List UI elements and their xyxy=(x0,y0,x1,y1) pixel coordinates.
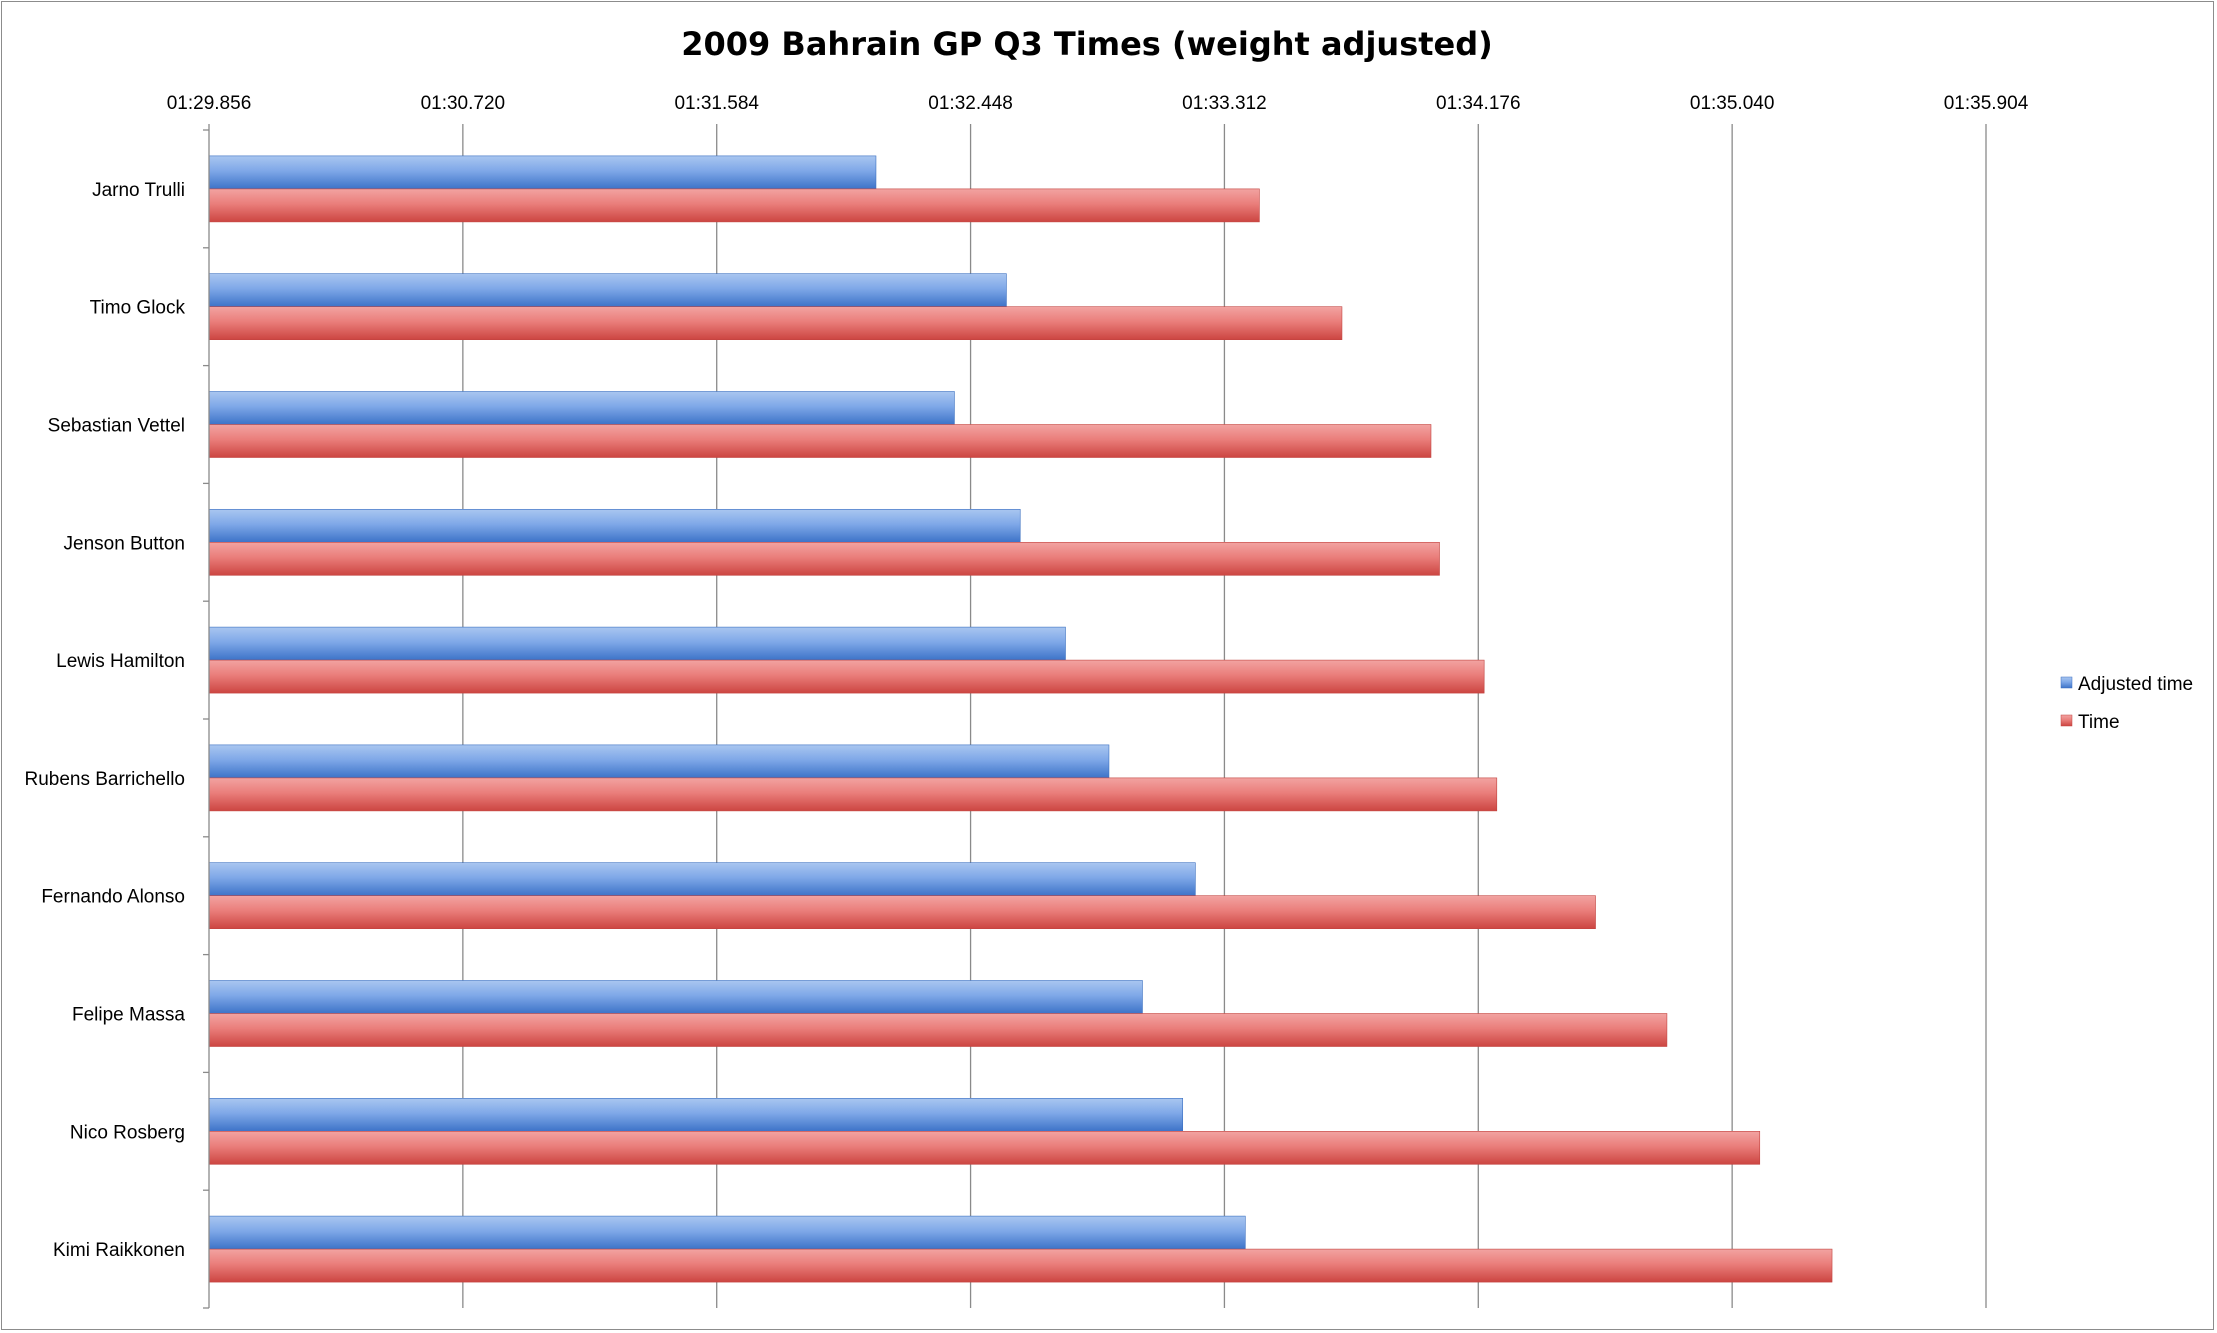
bar-adjusted-time xyxy=(208,862,1196,897)
bar-adjusted-time xyxy=(208,508,1021,543)
category-label: Jenson Button xyxy=(64,533,185,554)
x-tick-label: 01:31.584 xyxy=(674,93,759,114)
x-tick-label: 01:35.040 xyxy=(1690,93,1775,114)
category-label: Kimi Raikkonen xyxy=(53,1240,185,1261)
category-label: Rubens Barrichello xyxy=(24,769,185,790)
category-label: Sebastian Vettel xyxy=(48,416,185,437)
bar-time xyxy=(208,1013,1668,1047)
bar-adjusted-time xyxy=(208,391,955,425)
bar-time xyxy=(208,777,1498,812)
x-tick-label: 01:35.904 xyxy=(1944,93,2029,114)
bar-time xyxy=(208,188,1260,223)
category-label: Timo Glock xyxy=(90,298,186,319)
bars xyxy=(208,155,1833,1283)
x-tick-label: 01:30.720 xyxy=(421,93,506,114)
x-tick-labels: 01:29.856 01:30.720 01:31.584 01:32.448 01:3… xyxy=(167,93,2029,114)
bar-time xyxy=(208,895,1596,930)
bar-adjusted-time xyxy=(208,626,1066,661)
legend-swatch-adjusted-time xyxy=(2060,676,2073,689)
category-label: Fernando Alonso xyxy=(41,887,185,908)
legend-label-time: Time xyxy=(2078,712,2120,733)
category-label: Jarno Trulli xyxy=(92,180,185,201)
legend-swatch-time xyxy=(2060,714,2073,727)
x-tick-label: 01:34.176 xyxy=(1436,93,1521,114)
x-tick-label: 01:32.448 xyxy=(928,93,1013,114)
axes xyxy=(203,124,1987,1309)
bar-adjusted-time xyxy=(208,980,1143,1014)
bar-time xyxy=(208,1131,1761,1165)
x-tick-label: 01:29.856 xyxy=(167,93,252,114)
legend-label-adjusted-time: Adjusted time xyxy=(2078,674,2193,695)
bar-time xyxy=(208,541,1440,576)
category-label: Nico Rosberg xyxy=(70,1122,185,1143)
category-labels: Jarno Trulli Timo Glock Sebastian Vettel Je… xyxy=(24,180,185,1261)
bar-adjusted-time xyxy=(208,744,1110,779)
bar-adjusted-time xyxy=(208,1215,1246,1250)
bar-adjusted-time xyxy=(208,1098,1184,1132)
bar-time xyxy=(208,1248,1833,1283)
bar-time xyxy=(208,659,1485,694)
bar-time xyxy=(208,306,1343,341)
bar-time xyxy=(208,424,1432,458)
x-tick-label: 01:33.312 xyxy=(1182,93,1267,114)
bar-adjusted-time xyxy=(208,273,1007,308)
legend: Adjusted time Time xyxy=(2060,674,2193,733)
category-label: Felipe Massa xyxy=(72,1005,185,1026)
category-label: Lewis Hamilton xyxy=(56,651,185,672)
bar-adjusted-time xyxy=(208,155,877,190)
chart-title: 2009 Bahrain GP Q3 Times (weight adjuste… xyxy=(681,25,1493,63)
